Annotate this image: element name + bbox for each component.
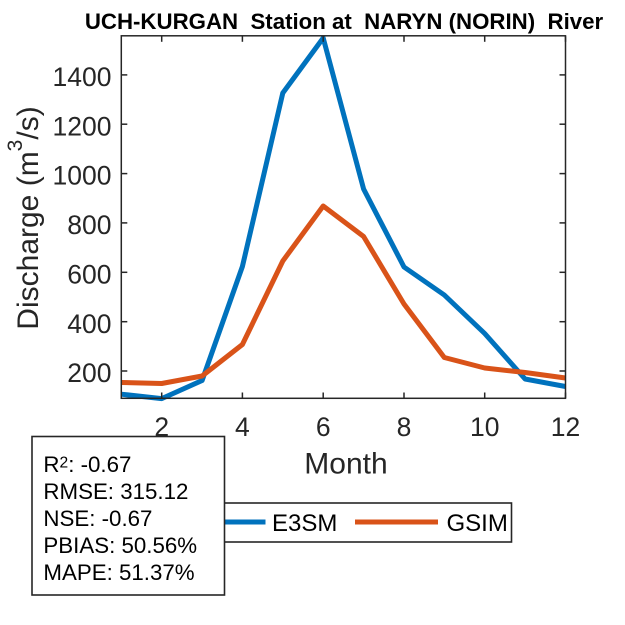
svg-text:PBIAS: 50.56%: PBIAS: 50.56% (43, 533, 197, 558)
svg-text:Month: Month (304, 448, 387, 481)
svg-text:400: 400 (67, 309, 111, 339)
svg-text:800: 800 (67, 210, 111, 240)
svg-text:E3SM: E3SM (272, 510, 337, 537)
svg-text:2: 2 (154, 412, 169, 442)
svg-text:MAPE: 51.37%: MAPE: 51.37% (43, 560, 194, 585)
svg-text:R2: -0.67: R2: -0.67 (43, 452, 131, 477)
svg-text:NSE: -0.67: NSE: -0.67 (43, 506, 152, 531)
svg-text:RMSE: 315.12: RMSE: 315.12 (43, 479, 188, 504)
svg-text:4: 4 (235, 412, 250, 442)
svg-text:GSIM: GSIM (447, 510, 508, 537)
svg-text:10: 10 (470, 412, 499, 442)
svg-text:12: 12 (551, 412, 580, 442)
svg-text:6: 6 (316, 412, 331, 442)
svg-text:8: 8 (397, 412, 412, 442)
svg-text:1000: 1000 (53, 161, 112, 191)
svg-text:1200: 1200 (53, 111, 112, 141)
svg-text:1400: 1400 (53, 62, 112, 92)
svg-text:200: 200 (67, 358, 111, 388)
svg-text:UCH-KURGAN Station at NARYN: UCH-KURGAN Station at NARYN (NORIN) Rive… (85, 9, 604, 34)
svg-text:600: 600 (67, 259, 111, 289)
